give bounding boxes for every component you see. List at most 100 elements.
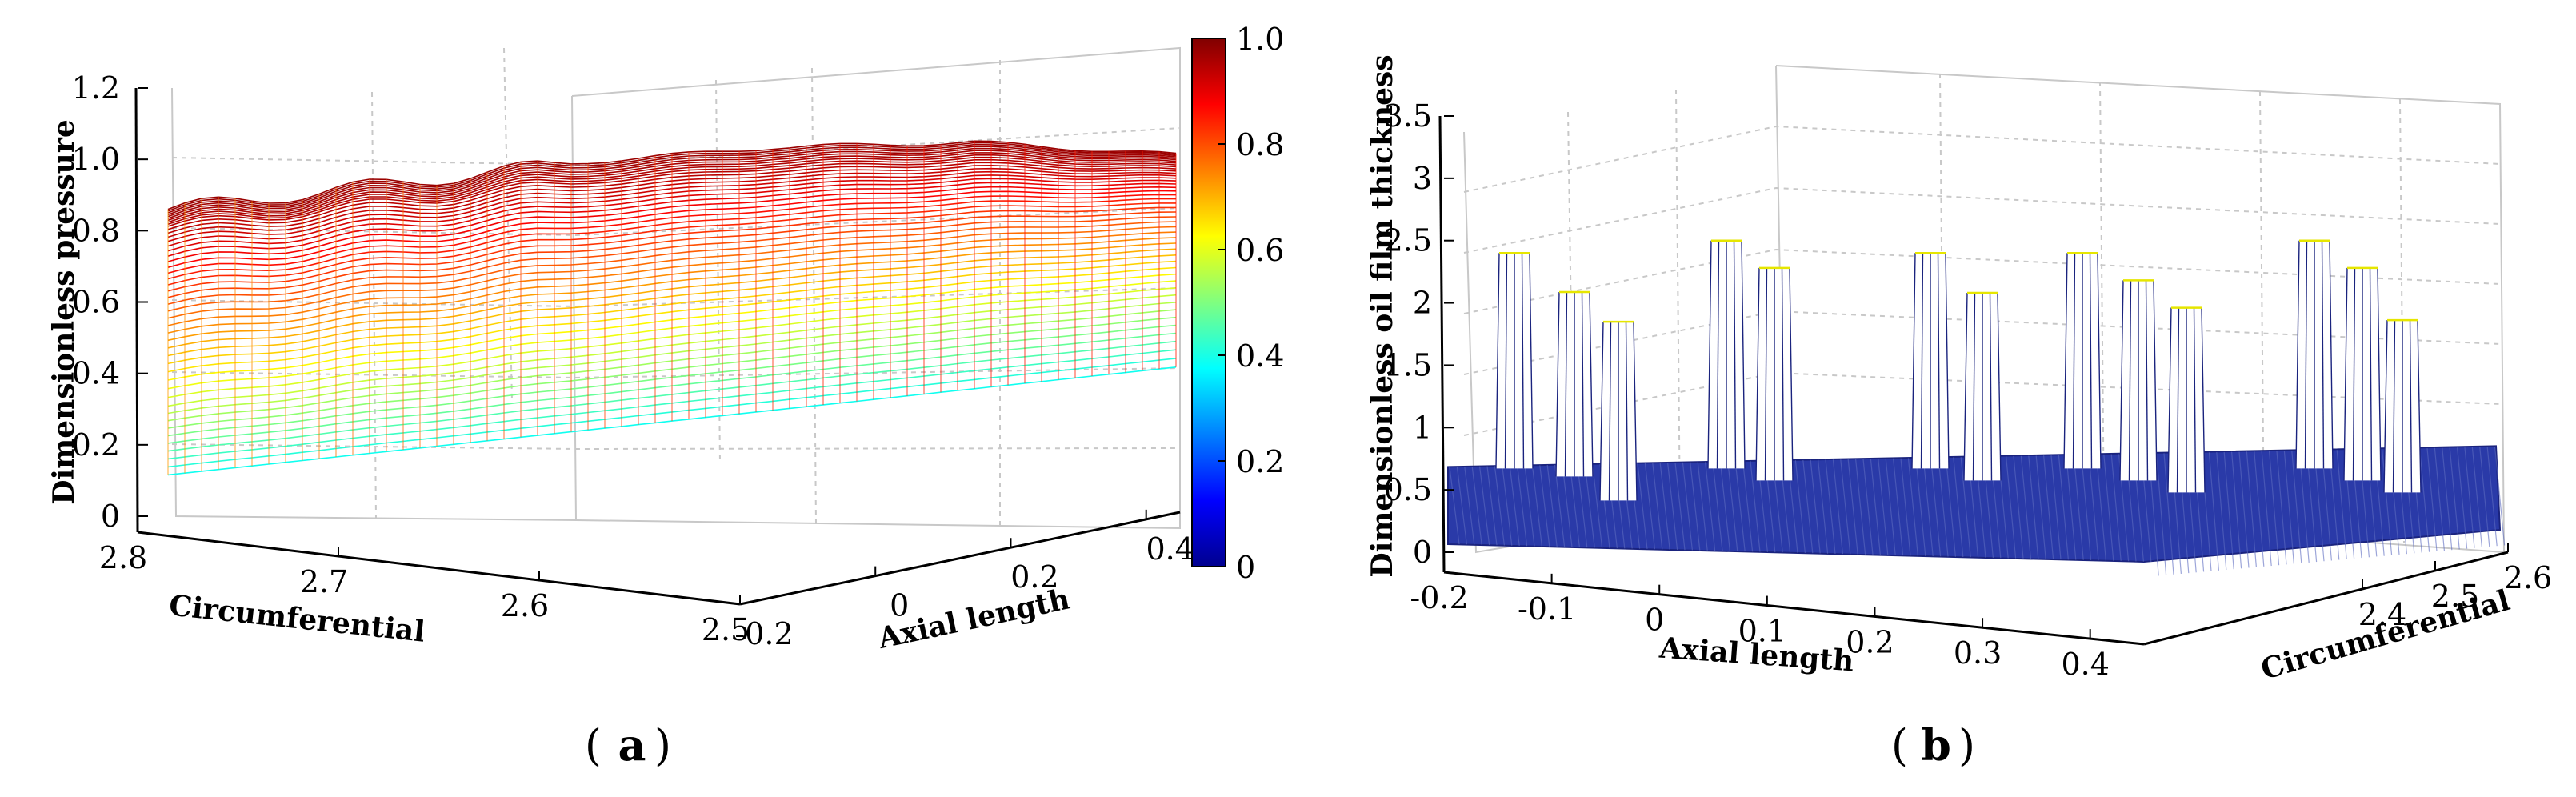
chart-a-x-ticks: 2.8 2.7 2.6 2.5 — [99, 523, 750, 647]
chart-b-base-hatch — [2306, 450, 2318, 563]
chart-b-base-hatch — [1494, 466, 1505, 546]
chart-b-base-hatch — [2291, 451, 2302, 563]
chart-b-base-hatch — [1750, 461, 1761, 552]
chart-b-dimple-edge — [1581, 291, 1585, 477]
chart-b-base-hatch — [2298, 451, 2310, 563]
chart-b-dimple-edge — [2176, 307, 2180, 493]
chart-b-x-tick-label: -0.1 — [1518, 591, 1576, 627]
chart-b-base-hatch — [2479, 447, 2490, 547]
chart-b-base-hatch — [2088, 455, 2099, 561]
chart-b-base-hatch — [1690, 462, 1701, 551]
chart-a-z-tick-label: 0 — [101, 499, 120, 534]
chart-b-base-hatch — [1464, 466, 1475, 545]
chart-b-base-hatch — [2013, 455, 2024, 559]
chart-b-base-hatch — [2028, 455, 2039, 559]
chart-b-dimple-edge — [2153, 280, 2158, 481]
chart-b-base-hatch — [2321, 450, 2332, 561]
chart-b-base-hatch — [1742, 461, 1754, 552]
chart-b-x-tick-label: 0.2 — [1846, 624, 1894, 659]
chart-b-base-hatch — [1449, 467, 1460, 545]
chart-b-base-hatch — [1546, 465, 1558, 547]
chart-a-x-tick-label: 2.5 — [702, 612, 750, 647]
chart-b-dimple-edge — [2321, 240, 2325, 469]
chart-b-dimple-edge — [2377, 267, 2382, 481]
chart-b-dimple-edge — [2097, 253, 2102, 469]
svg-text:(: ( — [1891, 720, 1908, 771]
chart-b-base-hatch — [2095, 454, 2106, 561]
chart-b-base-hatch — [2103, 454, 2114, 561]
chart-b-base-hatch — [2336, 450, 2347, 559]
chart-b-dimple-edge — [2201, 307, 2206, 493]
chart-b-base-hatch — [1893, 458, 1904, 556]
chart-b-base-hatch — [1945, 457, 1956, 557]
chart-b-base-hatch — [1960, 457, 1971, 558]
chart-b-base-hatch — [1652, 463, 1663, 550]
chart-b-base-hatch — [2110, 454, 2122, 561]
chart-b-dimple-edge — [1781, 267, 1785, 481]
chart-a-y-ticks: -0.2 0 0.2 0.4 — [734, 509, 1194, 651]
chart-b-z-tick-label: 1.5 — [1384, 347, 1432, 382]
chart-a-colorbar-tick-label: 0.2 — [1236, 444, 1284, 479]
chart-b-base-hatch — [1727, 461, 1738, 551]
chart-b-base-hatch — [2426, 447, 2438, 551]
chart-b-base-hatch — [1502, 466, 1513, 546]
chart-a-y-tick-label: 0.2 — [1010, 559, 1058, 595]
chart-b-base-hatch — [1734, 461, 1746, 552]
chart-b-dimple-edge — [1963, 292, 1968, 481]
chart-b-base-hatch — [1840, 459, 1851, 555]
chart-b-base-hatch — [1584, 464, 1595, 548]
chart-b-base-hatch — [2419, 448, 2430, 552]
chart-b-dimple-edge — [2417, 320, 2422, 493]
chart-b-base-hatch — [1486, 466, 1498, 546]
chart-b-dimple-edge — [2304, 240, 2308, 469]
chart-b-base-hatch — [1870, 459, 1881, 555]
chart-b-base-hatch — [1862, 459, 1874, 555]
chart-b-x-tick-label: -0.2 — [1410, 580, 1468, 615]
chart-b-base-hatch — [2073, 455, 2084, 560]
chart-b-base-hatch — [1832, 459, 1843, 555]
chart-b-base-hatch — [1900, 458, 1911, 556]
chart-b-base-hatch — [2035, 455, 2046, 559]
chart-b-base-hatch — [2276, 451, 2287, 565]
chart-b-base-hatch — [2058, 455, 2069, 560]
chart-b-base-hatch — [2269, 451, 2280, 566]
chart-b-base-hatch — [2238, 451, 2250, 568]
chart-a-colorbar — [1191, 38, 1226, 567]
chart-a-z-tick-label: 0.4 — [72, 356, 120, 391]
chart-b-axes — [1438, 115, 2509, 646]
chart-b-z-tick-label: 0.5 — [1384, 472, 1432, 507]
chart-b-base-hatch — [2043, 455, 2054, 559]
chart-b-dimple-edge — [1741, 240, 1746, 469]
chart-b-dimple-edge — [1911, 253, 1916, 469]
chart-a: 0 0.2 0.4 0.6 0.8 1.0 1.2 2.8 2.7 2.6 2.5 -0.2 0 0.… — [47, 22, 1284, 771]
chart-b-base-hatch — [1674, 462, 1686, 551]
chart-b-base-hatch — [1659, 463, 1670, 550]
chart-b-base-hatch — [1644, 463, 1655, 550]
chart-b-base-hatch — [1818, 459, 1829, 554]
chart-b-dimple-edge — [2352, 267, 2356, 481]
chart-b-panel-label: b — [1921, 719, 1951, 771]
chart-a-z-ticks: 0 0.2 0.4 0.6 0.8 1.0 1.2 — [72, 70, 148, 534]
chart-b-base-hatch — [1825, 459, 1836, 554]
chart-b-base-hatch — [2449, 447, 2460, 550]
chart-b-surface — [1447, 239, 2506, 576]
chart-a-z-tick-label: 0.6 — [72, 285, 120, 320]
chart-b-dimple-edge — [1504, 253, 1508, 469]
chart-b-dimple-edge — [2072, 253, 2076, 469]
chart-b-dimple-edge — [1599, 322, 1604, 501]
chart-a-axes — [134, 87, 1181, 606]
chart-b-base-hatch — [2442, 447, 2453, 551]
chart-a-zlabel: Dimensionless pressure — [47, 119, 81, 504]
chart-b-dimple-edge — [2193, 307, 2197, 493]
chart-b-base-hatch — [1577, 464, 1588, 548]
chart-b-base-hatch — [1637, 463, 1648, 550]
chart-b-base-hatch — [2261, 451, 2272, 567]
chart-b-x-tick-label: 0.4 — [2061, 647, 2109, 682]
chart-b-dimple-edge — [2295, 240, 2300, 469]
svg-text:(: ( — [585, 720, 602, 771]
chart-b-z-tick-label: 0 — [1413, 535, 1432, 570]
chart-b-base-hatch — [1531, 465, 1542, 547]
chart-b-dimple-edge — [1972, 292, 1976, 481]
chart-b-base-hatch — [2066, 455, 2077, 560]
chart-b-zlabel: Dimensionless oil film thickness — [1366, 54, 1399, 577]
